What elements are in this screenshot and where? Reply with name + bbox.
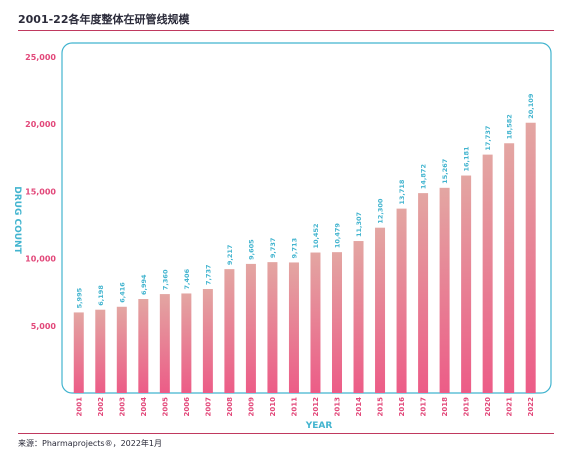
bar: [482, 154, 493, 393]
y-axis-label: DRUG COUNT: [12, 186, 22, 254]
top-divider: [18, 30, 554, 31]
data-label: 10,452: [312, 223, 320, 248]
x-tick-label: 2019: [463, 397, 471, 417]
data-label: 20,109: [527, 93, 535, 119]
x-tick-label: 2010: [269, 397, 277, 417]
x-tick-label: 2020: [484, 397, 492, 417]
bar: [138, 299, 149, 393]
bar: [224, 269, 235, 393]
x-tick-label: 2002: [97, 397, 105, 417]
data-label: 11,307: [355, 212, 363, 237]
y-tick-label: 25,000: [25, 53, 56, 62]
x-tick-label: 2011: [290, 397, 298, 417]
x-tick-label: 2017: [420, 397, 428, 417]
x-tick-label: 2021: [506, 397, 514, 417]
data-label: 9,737: [269, 238, 277, 259]
data-label: 10,479: [334, 223, 342, 249]
bar: [245, 263, 256, 393]
data-label: 16,181: [463, 146, 471, 172]
data-labels: 5,995 6,198 6,416 6,994 7,360 7,406 7,737 9,217…: [75, 93, 535, 308]
x-tick-label: 2005: [161, 397, 169, 417]
data-label: 12,300: [377, 198, 385, 224]
y-tick-label: 10,000: [25, 255, 56, 264]
bar: [95, 309, 106, 393]
x-tick-label: 2008: [226, 397, 234, 417]
x-tick-label: 2006: [183, 397, 191, 417]
data-label: 17,737: [484, 126, 492, 151]
x-tick-label: 2004: [140, 397, 148, 417]
x-axis-ticks: 2001 2002 2003 2004 2005 2006 2007 2008 2009 2010…: [75, 397, 535, 417]
data-label: 6,198: [97, 285, 105, 306]
data-label: 6,994: [140, 274, 148, 295]
data-label: 14,872: [420, 164, 428, 189]
x-tick-label: 2014: [355, 397, 363, 417]
data-label: 13,718: [398, 179, 406, 205]
bar: [525, 122, 536, 393]
data-label: 9,605: [247, 239, 255, 260]
bar: [353, 241, 364, 393]
data-label: 5,995: [75, 287, 83, 308]
bar: [396, 208, 407, 393]
bar: [461, 175, 472, 393]
x-tick-label: 2012: [312, 397, 320, 417]
data-label: 7,737: [204, 264, 212, 285]
bar: [504, 143, 515, 393]
bar: [332, 252, 342, 393]
chart-title: 2001-22各年度整体在研管线规模: [18, 13, 190, 26]
bar: [159, 294, 170, 393]
bar: [73, 312, 84, 393]
bars: [73, 122, 536, 393]
bar: [418, 193, 429, 393]
x-tick-label: 2007: [204, 397, 212, 417]
x-tick-label: 2022: [527, 397, 535, 417]
plot-frame: [61, 42, 552, 394]
bar: [288, 262, 299, 393]
bar: [375, 227, 386, 393]
data-label: 6,416: [118, 282, 126, 303]
y-tick-label: 20,000: [25, 120, 56, 129]
data-label: 7,360: [161, 269, 169, 290]
data-label: 9,217: [226, 245, 234, 266]
x-axis-label: YEAR: [305, 421, 333, 431]
data-label: 7,406: [183, 268, 191, 289]
x-tick-label: 2016: [398, 397, 406, 417]
bar: [439, 187, 450, 393]
bar: [267, 262, 278, 393]
bar: [181, 293, 192, 393]
x-tick-label: 2013: [334, 397, 342, 417]
source-note: 来源：Pharmaprojects®，2022年1月: [18, 439, 163, 448]
bar: [310, 252, 321, 393]
bottom-divider: [18, 433, 554, 434]
data-label: 15,267: [441, 159, 449, 184]
x-tick-label: 2015: [377, 397, 385, 417]
bar: [202, 289, 213, 393]
x-tick-label: 2009: [247, 397, 255, 417]
y-axis-ticks: 5,000 10,000 15,000 20,000 25,000: [25, 53, 56, 331]
x-tick-label: 2001: [75, 397, 83, 417]
data-label: 18,582: [506, 114, 514, 139]
data-label: 9,713: [290, 238, 298, 259]
y-tick-label: 5,000: [31, 322, 57, 331]
bar: [116, 306, 127, 393]
x-tick-label: 2003: [118, 397, 126, 417]
y-tick-label: 15,000: [25, 187, 56, 196]
x-tick-label: 2018: [441, 397, 449, 417]
